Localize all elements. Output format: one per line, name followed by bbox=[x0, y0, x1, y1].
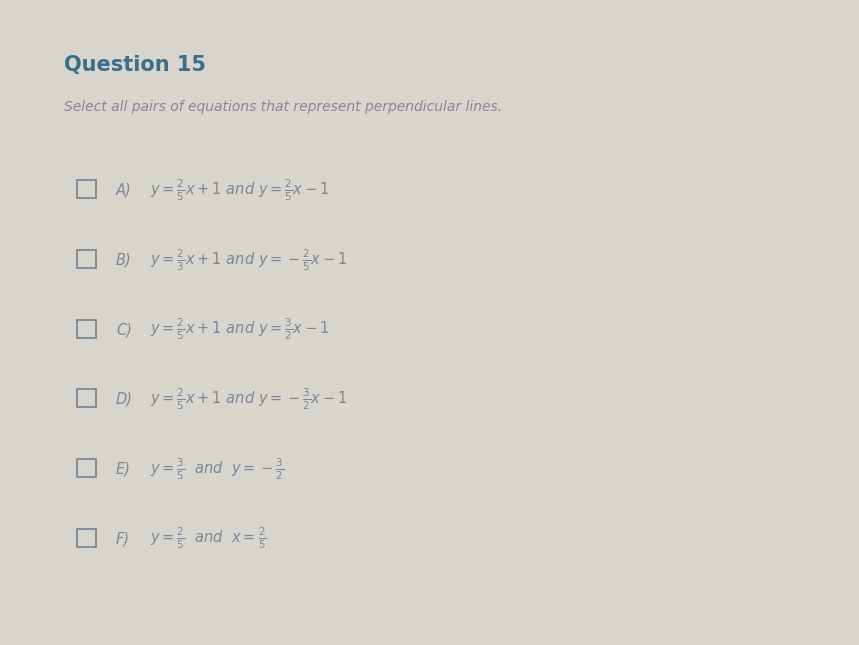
Text: F): F) bbox=[116, 531, 130, 546]
Text: D): D) bbox=[116, 392, 133, 407]
Text: $y = \frac{2}{5}x + 1$ and $y = -\frac{3}{2}x - 1$: $y = \frac{2}{5}x + 1$ and $y = -\frac{3… bbox=[150, 386, 348, 412]
Text: $y = \frac{2}{5}x + 1$ and $y = \frac{2}{5}x - 1$: $y = \frac{2}{5}x + 1$ and $y = \frac{2}… bbox=[150, 177, 330, 203]
Text: A): A) bbox=[116, 183, 131, 198]
Text: B): B) bbox=[116, 252, 131, 268]
Text: Question 15: Question 15 bbox=[64, 55, 206, 75]
Text: $y = \frac{2}{5}x + 1$ and $y = \frac{3}{2}x - 1$: $y = \frac{2}{5}x + 1$ and $y = \frac{3}… bbox=[150, 317, 330, 342]
Text: C): C) bbox=[116, 322, 132, 337]
Text: E): E) bbox=[116, 461, 131, 477]
Text: Select all pairs of equations that represent perpendicular lines.: Select all pairs of equations that repre… bbox=[64, 100, 503, 114]
Text: $y = \frac{2}{5}$  and  $x = \frac{2}{5}$: $y = \frac{2}{5}$ and $x = \frac{2}{5}$ bbox=[150, 526, 267, 551]
Text: $y = \frac{3}{5}$  and  $y = -\frac{3}{2}$: $y = \frac{3}{5}$ and $y = -\frac{3}{2}$ bbox=[150, 456, 285, 482]
Text: $y= \frac{2}{3}x + 1$ and $y = -\frac{2}{5}x - 1$: $y= \frac{2}{3}x + 1$ and $y = -\frac{2}… bbox=[150, 247, 348, 273]
